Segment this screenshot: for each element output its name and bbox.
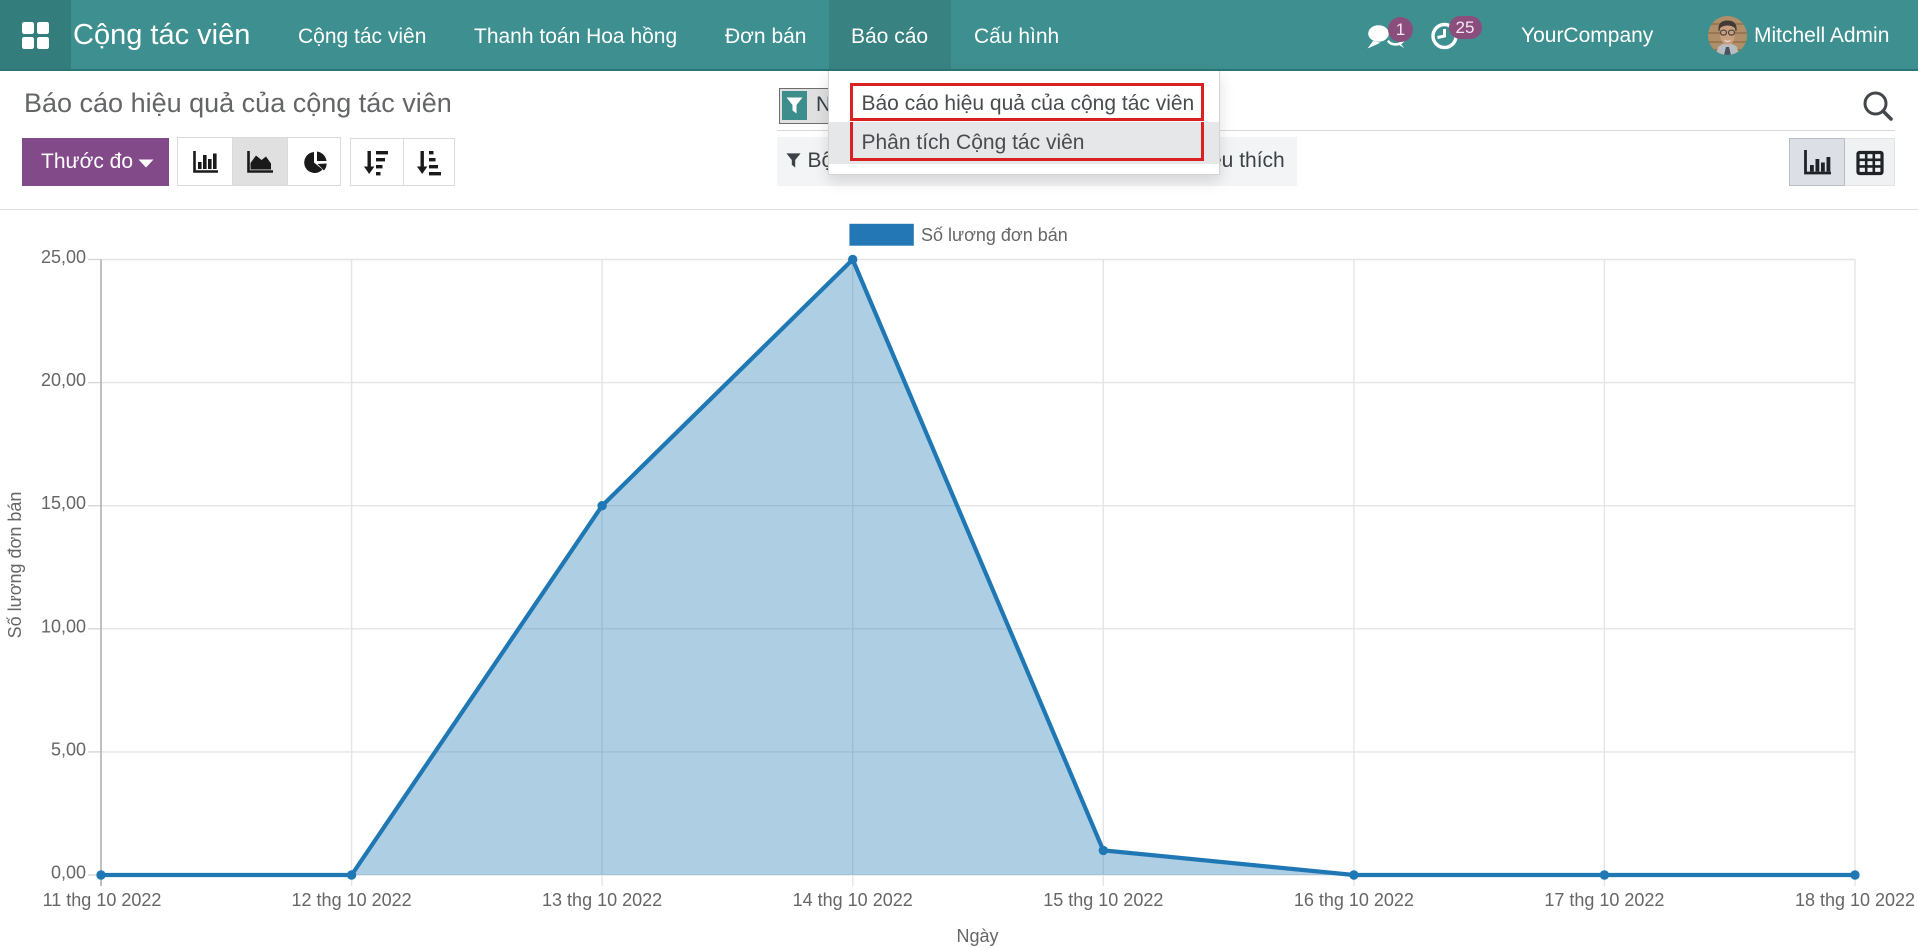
svg-text:Số lương đơn bán: Số lương đơn bán [5,492,25,639]
svg-text:Ngày: Ngày [956,926,998,946]
svg-text:5,00: 5,00 [51,739,86,759]
svg-text:10,00: 10,00 [41,616,86,636]
svg-text:20,00: 20,00 [41,370,86,390]
svg-text:15 thg 10 2022: 15 thg 10 2022 [1043,890,1163,910]
svg-text:13 thg 10 2022: 13 thg 10 2022 [542,890,662,910]
svg-text:0,00: 0,00 [51,863,86,883]
svg-text:25,00: 25,00 [41,247,86,267]
svg-text:16 thg 10 2022: 16 thg 10 2022 [1294,890,1414,910]
svg-text:12 thg 10 2022: 12 thg 10 2022 [292,890,412,910]
svg-text:17 thg 10 2022: 17 thg 10 2022 [1544,890,1664,910]
svg-text:Số lương đơn bán: Số lương đơn bán [921,225,1068,245]
svg-text:18 thg 10 2022: 18 thg 10 2022 [1795,890,1915,910]
svg-text:11 thg 10 2022: 11 thg 10 2022 [43,890,162,910]
svg-text:15,00: 15,00 [41,493,86,513]
svg-text:14 thg 10 2022: 14 thg 10 2022 [793,890,913,910]
